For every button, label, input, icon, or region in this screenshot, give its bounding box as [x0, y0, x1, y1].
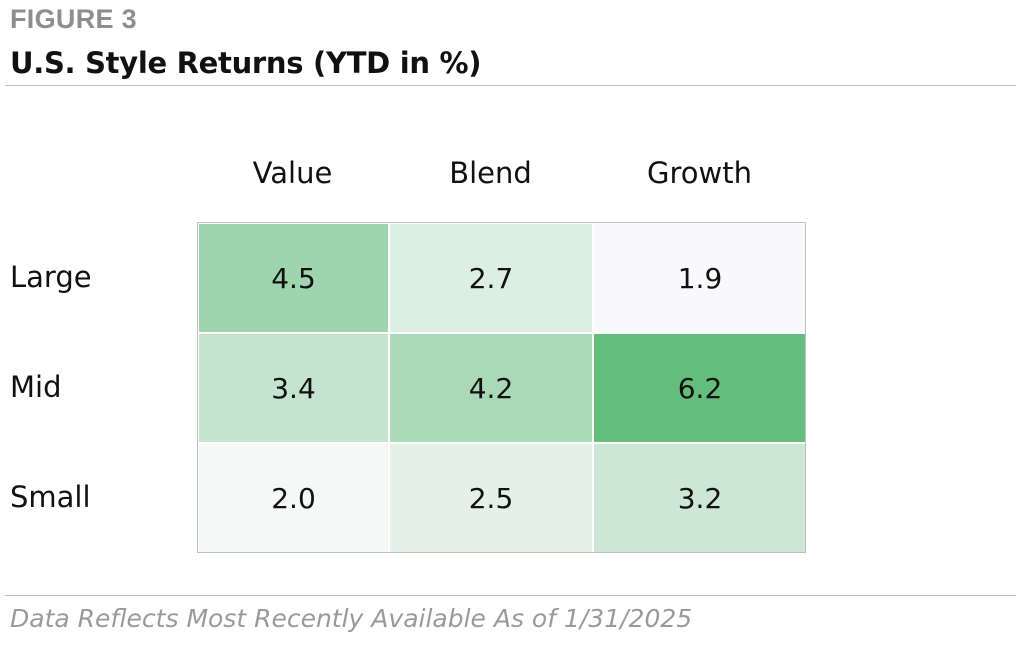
row-header-small: Small [10, 480, 91, 514]
heatmap-cell-mid-blend: 4.2 [389, 333, 593, 443]
heatmap-grid: 4.5 2.7 1.9 3.4 4.2 6.2 2.0 2.5 3.2 [197, 222, 806, 553]
row-header-mid: Mid [10, 370, 62, 404]
column-header-growth: Growth [647, 156, 752, 190]
row-header-large: Large [10, 260, 92, 294]
heatmap-cell-small-blend: 2.5 [389, 443, 593, 552]
heatmap-cell-mid-growth: 6.2 [593, 333, 805, 443]
heatmap-cell-large-growth: 1.9 [593, 223, 805, 333]
heatmap-cell-mid-value: 3.4 [198, 333, 389, 443]
figure-label: FIGURE 3 [10, 4, 137, 34]
heatmap-cell-small-value: 2.0 [198, 443, 389, 552]
footnote: Data Reflects Most Recently Available As… [10, 604, 693, 633]
top-divider [5, 85, 1016, 86]
column-header-value: Value [252, 156, 333, 190]
heatmap-cell-small-growth: 3.2 [593, 443, 805, 552]
heatmap-cell-large-value: 4.5 [198, 223, 389, 333]
chart-title: U.S. Style Returns (YTD in %) [10, 46, 482, 80]
heatmap-cell-large-blend: 2.7 [389, 223, 593, 333]
column-header-blend: Blend [449, 156, 532, 190]
bottom-divider [5, 595, 1016, 596]
